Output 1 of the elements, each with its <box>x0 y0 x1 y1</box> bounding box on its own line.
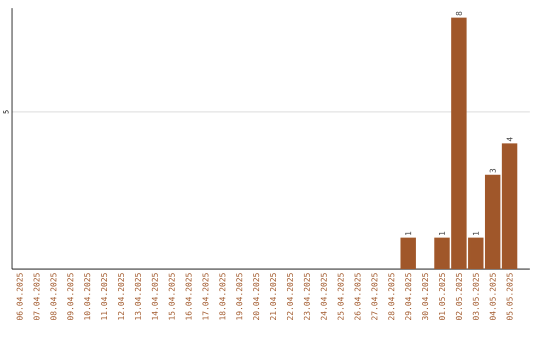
bar <box>400 238 416 270</box>
